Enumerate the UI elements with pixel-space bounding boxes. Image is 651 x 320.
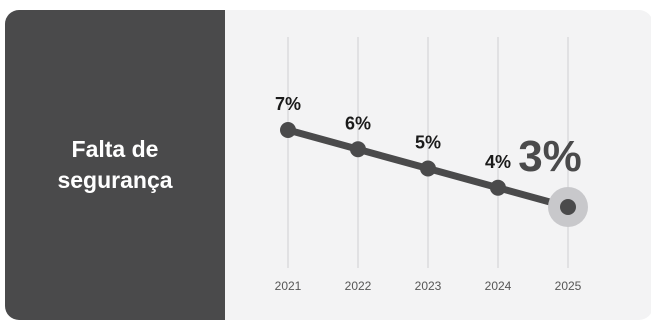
x-tick-label: 2024 [485,279,512,293]
data-label: 4% [485,152,511,172]
data-point-2025 [560,199,576,215]
data-label-highlight: 3% [518,132,582,181]
data-label: 6% [345,113,371,133]
chart-card: Falta de segurança 7% 6% 5% 4% 3% 2021 2022 20… [5,10,651,320]
data-label: 5% [415,133,441,153]
x-tick-label: 2025 [555,279,582,293]
data-point-2022 [350,141,366,158]
panel-title: Falta de segurança [57,136,173,193]
side-panel: Falta de segurança [5,10,225,320]
line-chart: 7% 6% 5% 4% 3% 2021 2022 2023 2024 2025 [275,37,588,293]
data-point-2024 [490,179,506,196]
x-tick-label: 2023 [415,279,442,293]
data-label: 7% [275,94,301,114]
x-tick-label: 2021 [275,279,302,293]
data-point-2023 [420,160,436,177]
plot-area: 7% 6% 5% 4% 3% 2021 2022 2023 2024 2025 [225,10,651,320]
x-tick-label: 2022 [345,279,372,293]
data-point-2021 [280,122,296,138]
